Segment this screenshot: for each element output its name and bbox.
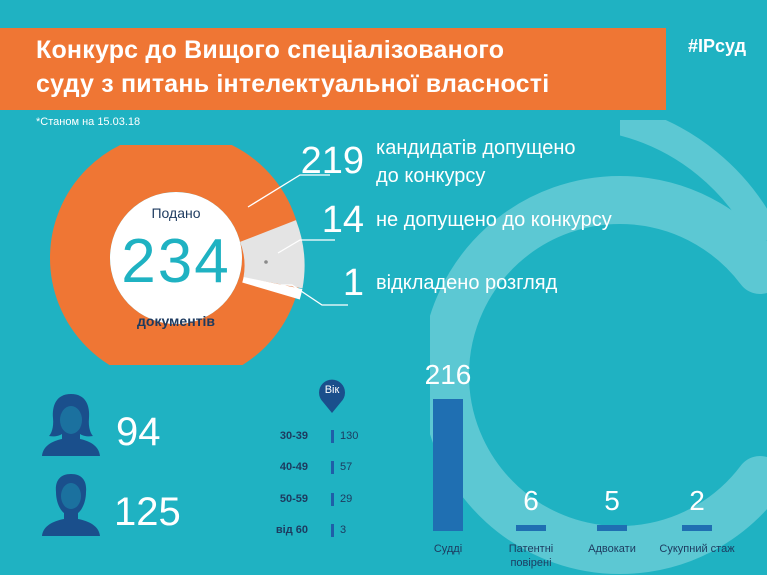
man-icon	[42, 474, 100, 536]
age-group-label: від 60	[275, 524, 308, 536]
page-title-line-2: суду з питань інтелектуальної власності	[36, 70, 550, 98]
woman-icon	[42, 394, 100, 456]
age-group-value: 3	[340, 524, 347, 536]
donut-top-label: Подано	[151, 205, 201, 221]
donut-rejected-segment	[239, 220, 305, 289]
men-count: 125	[114, 490, 181, 534]
hashtag: #IPсуд	[688, 36, 747, 56]
stat-postponed-value: 1	[342, 262, 364, 304]
age-group-label: 30-39	[279, 430, 308, 442]
age-group-value: 29	[340, 493, 353, 505]
age-group-bar	[331, 461, 334, 474]
stat-rejected-text: не допущено до конкурсу	[376, 209, 612, 231]
stat-admitted-text-1: кандидатів допущено	[376, 137, 576, 159]
age-badge-pin	[319, 379, 345, 413]
women-count: 94	[116, 410, 161, 454]
stat-postponed-text: відкладено розгляд	[376, 272, 558, 294]
stat-admitted-value: 219	[300, 140, 364, 182]
donut-center	[110, 192, 242, 324]
stat-rejected-value: 14	[321, 199, 364, 241]
age-group-bar	[331, 430, 334, 443]
donut-bottom-label: документів	[137, 313, 215, 329]
age-group-label: 40-49	[279, 461, 308, 473]
age-group-label: 50-59	[279, 493, 308, 505]
background-logo-arc	[620, 120, 767, 247]
date-note: *Станом на 15.03.18	[36, 116, 141, 128]
age-badge-label: Вік	[324, 384, 340, 396]
donut-total: 234	[121, 227, 231, 296]
donut-dot	[264, 260, 268, 264]
leader-line-postponed	[274, 284, 348, 306]
page-title-line-1: Конкурс до Вищого спеціалізованого	[36, 36, 505, 64]
age-group-value: 57	[340, 461, 353, 473]
stat-admitted-text-2: до конкурсу	[376, 165, 486, 187]
submissions-donut	[50, 145, 348, 365]
age-group-bar	[331, 524, 334, 537]
leader-line-admitted	[247, 174, 330, 208]
donut-postponed-segment	[242, 276, 303, 300]
age-group-value: 130	[340, 430, 359, 442]
age-group-bar	[331, 493, 334, 506]
leader-line-rejected	[277, 239, 335, 254]
background-logo-ring	[430, 176, 767, 574]
title-banner	[0, 28, 666, 110]
